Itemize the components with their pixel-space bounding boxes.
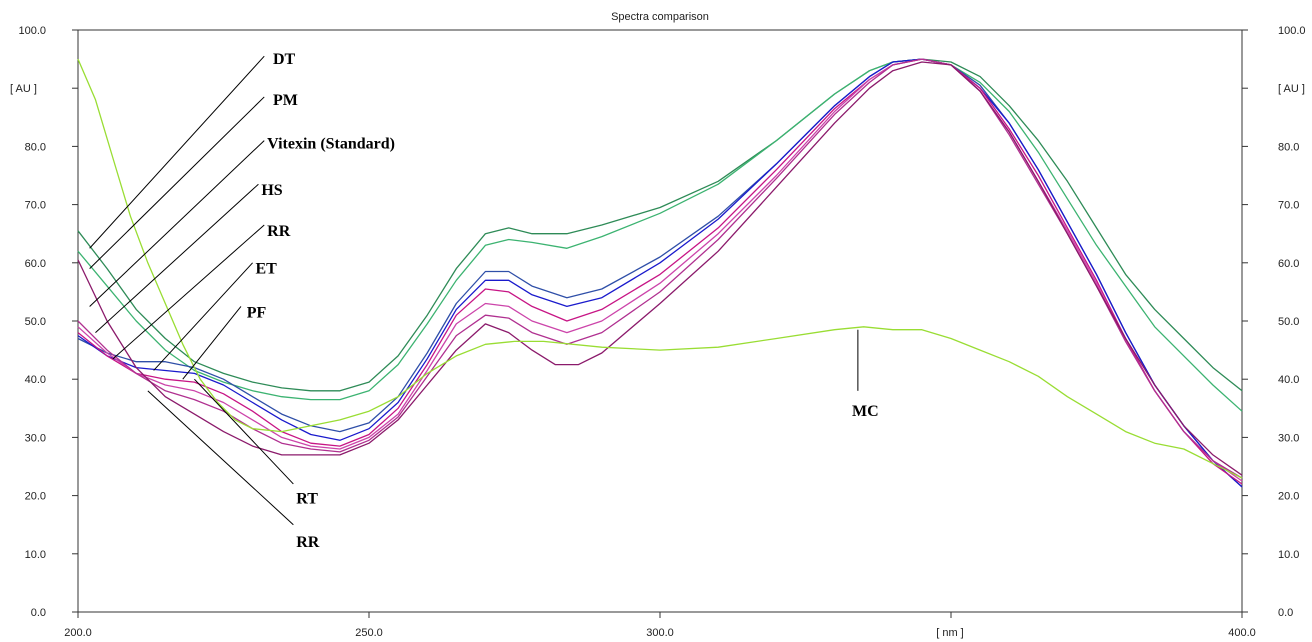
y-tick-label-right: 50.0	[1278, 316, 1299, 328]
y-tick-label-right: 0.0	[1278, 607, 1293, 619]
x-tick-label: 200.0	[64, 627, 92, 639]
series-layer	[77, 58, 1243, 488]
annotation-leader-line	[95, 183, 259, 334]
y-tick-label-left: 80.0	[25, 141, 46, 153]
annotation-label: DT	[273, 51, 296, 68]
spectrum-line	[77, 61, 1243, 476]
annotation-label: ET	[256, 261, 278, 278]
y-tick-label-left: 50.0	[25, 316, 46, 328]
y-tick-label-left: 60.0	[25, 258, 46, 270]
y-tick-label-right: 30.0	[1278, 432, 1299, 444]
y-tick-label-left: 10.0	[25, 549, 46, 561]
annotation-leader-line	[194, 378, 294, 485]
spectrum-line	[77, 58, 1243, 488]
spectrum-line	[77, 58, 1243, 392]
y-tick-label-right: 100.0	[1278, 25, 1306, 37]
x-axis-label: [ nm ]	[936, 627, 964, 639]
spectrum-line	[77, 58, 1243, 485]
y-tick-label-left: 40.0	[25, 374, 46, 386]
annotation-label: PF	[247, 304, 267, 321]
y-tick-label-left: 0.0	[31, 607, 46, 619]
y-tick-label-right: 10.0	[1278, 549, 1299, 561]
y-tick-label-left: 30.0	[25, 432, 46, 444]
annotation-label: RT	[296, 491, 318, 508]
y-tick-label-left: 20.0	[25, 491, 46, 503]
y-tick-label-right: 80.0	[1278, 141, 1299, 153]
annotation-leader-line	[89, 140, 265, 307]
annotation-label: PM	[273, 92, 298, 109]
x-tick-label: 300.0	[646, 627, 674, 639]
spectrum-line	[77, 58, 1243, 479]
annotation-leader-line	[153, 262, 253, 371]
annotation-leader-line	[147, 390, 294, 526]
annotation-leader-line	[112, 224, 265, 360]
annotation-label: RR	[296, 534, 320, 551]
annotation-label: RR	[267, 223, 291, 240]
spectrum-line	[77, 58, 1243, 482]
x-tick-label: 400.0	[1228, 627, 1256, 639]
x-tick-label: 250.0	[355, 627, 383, 639]
annotation-layer: DT PM Vitexin (Standard) HS RR ET PF RT RR MC	[89, 51, 879, 551]
y-tick-label-right: 60.0	[1278, 258, 1299, 270]
spectrum-line	[77, 58, 1243, 412]
spectrum-line	[77, 58, 1243, 479]
y-axis-label-right: [ AU ]	[1278, 83, 1305, 95]
spectrum-line	[77, 58, 1243, 488]
y-axis-label-left: [ AU ]	[10, 83, 37, 95]
y-tick-label-right: 70.0	[1278, 200, 1299, 212]
y-tick-label-left: 100.0	[18, 25, 46, 37]
chart-title: Spectra comparison	[611, 11, 709, 23]
annotation-label: HS	[261, 182, 282, 199]
annotation-leader-line	[89, 96, 265, 269]
annotation-leader-line	[89, 55, 265, 249]
y-tick-label-right: 40.0	[1278, 374, 1299, 386]
annotation-leader-line	[182, 306, 242, 380]
annotation-label: Vitexin (Standard)	[267, 135, 395, 152]
axes: 0.0 0.0 10.0 10.0 20.0 20.0 30.0 30.0 40.0 40.0 50…	[18, 25, 1305, 639]
y-tick-label-right: 20.0	[1278, 491, 1299, 503]
annotation-label: MC	[852, 403, 879, 420]
y-tick-label-left: 70.0	[25, 200, 46, 212]
